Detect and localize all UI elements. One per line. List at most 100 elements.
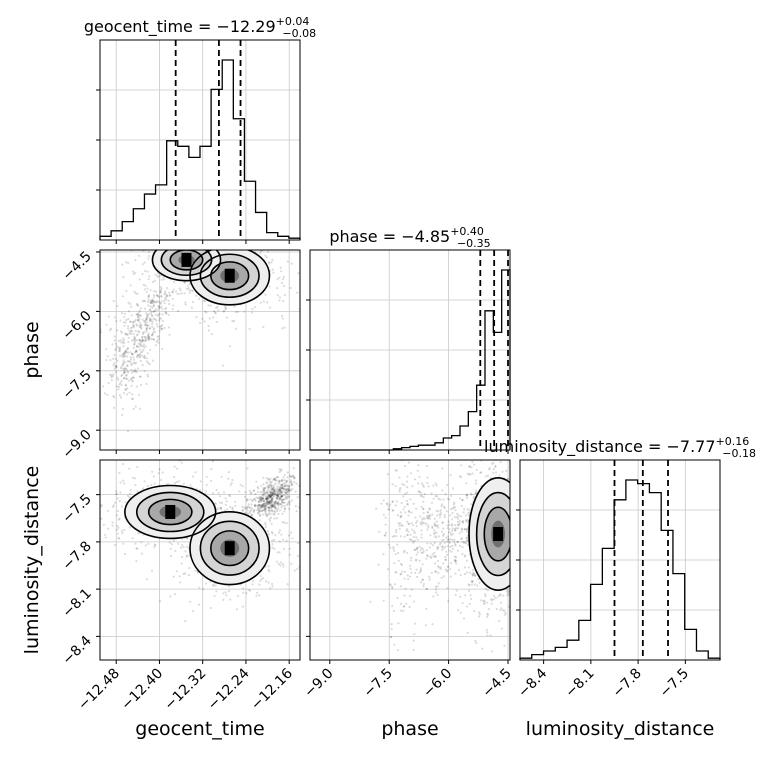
sample-point <box>273 517 276 520</box>
sample-point <box>263 487 266 490</box>
sample-point <box>104 536 107 539</box>
sample-point <box>286 471 289 474</box>
sample-point <box>420 495 423 498</box>
sample-point <box>279 485 283 488</box>
sample-point <box>148 313 151 316</box>
sample-point <box>234 311 238 314</box>
sample-point <box>286 503 289 507</box>
sample-point <box>280 495 283 498</box>
sample-point <box>425 587 429 591</box>
sample-point <box>172 280 175 284</box>
sample-point <box>276 503 279 506</box>
sample-point <box>118 349 121 352</box>
sample-point <box>224 497 227 500</box>
sample-point <box>117 526 120 529</box>
sample-point <box>209 304 212 307</box>
sample-point <box>130 379 133 382</box>
sample-point <box>127 351 130 354</box>
sample-point <box>219 507 223 511</box>
sample-point <box>178 292 181 295</box>
sample-point <box>397 559 400 562</box>
y-tick-label: −7.5 <box>59 367 94 402</box>
sample-point <box>428 578 431 581</box>
sample-point <box>407 509 410 513</box>
sample-point <box>158 330 161 333</box>
sample-point <box>471 580 474 583</box>
sample-point <box>137 330 140 333</box>
sample-point <box>278 503 281 506</box>
sample-point <box>220 475 223 478</box>
sample-point <box>168 291 171 294</box>
sample-point <box>270 500 273 503</box>
sample-point <box>460 538 463 541</box>
sample-point <box>209 479 213 482</box>
sample-point <box>118 346 122 349</box>
sample-point <box>257 497 260 500</box>
sample-point <box>262 497 265 500</box>
sample-point <box>138 309 142 312</box>
sample-point <box>136 312 139 316</box>
sample-point <box>146 337 149 340</box>
sample-point <box>231 507 234 511</box>
sample-point <box>277 489 280 492</box>
sample-point <box>390 623 393 626</box>
contour-line <box>147 498 193 526</box>
sample-point <box>160 287 163 290</box>
sample-point <box>273 492 276 495</box>
sample-point <box>292 467 295 470</box>
sample-point <box>430 571 433 575</box>
sample-point <box>136 292 139 296</box>
sample-point <box>172 575 175 578</box>
sample-point <box>396 597 399 600</box>
sample-point <box>484 475 488 478</box>
sample-point <box>406 574 409 577</box>
sample-point <box>456 540 459 544</box>
sample-point <box>268 480 272 483</box>
sample-point <box>282 487 285 490</box>
sample-point <box>210 467 213 471</box>
sample-point <box>147 304 150 307</box>
sample-point <box>161 328 164 331</box>
sample-point <box>288 507 291 510</box>
sample-point <box>274 507 277 510</box>
sample-point <box>121 355 124 358</box>
sample-point <box>258 504 261 507</box>
sample-point <box>144 284 147 287</box>
sample-point <box>283 504 286 507</box>
sample-point <box>141 338 144 341</box>
sample-point <box>141 350 144 353</box>
sample-point <box>391 604 394 608</box>
sample-point <box>143 261 146 264</box>
sample-point <box>443 513 446 517</box>
sample-point <box>459 544 462 548</box>
y-tick-label: −8.4 <box>59 633 94 668</box>
sample-point <box>260 503 263 507</box>
sample-point <box>271 487 274 490</box>
sample-point <box>132 323 135 326</box>
sample-point <box>142 338 145 341</box>
sample-point <box>451 487 455 490</box>
sample-point <box>126 355 129 358</box>
sample-point <box>272 501 276 504</box>
sample-point <box>269 491 272 494</box>
sample-point <box>259 301 262 304</box>
sample-point <box>215 306 218 309</box>
sample-point <box>145 326 148 329</box>
sample-point <box>229 483 232 486</box>
sample-point <box>266 498 269 501</box>
panel-phase-vs-luminosity-distance <box>309 459 511 661</box>
sample-point <box>277 512 280 516</box>
sample-point <box>151 280 155 284</box>
y-tick-label: −6.0 <box>59 308 94 343</box>
sample-point <box>140 383 143 387</box>
sample-point <box>435 536 438 539</box>
sample-point <box>211 460 214 463</box>
sample-point <box>446 565 450 568</box>
sample-point <box>135 351 138 354</box>
sample-point <box>470 580 473 583</box>
sample-point <box>403 549 406 553</box>
sample-point <box>155 290 158 293</box>
sample-point <box>279 503 282 506</box>
sample-point <box>265 256 268 259</box>
sample-point <box>406 534 409 537</box>
